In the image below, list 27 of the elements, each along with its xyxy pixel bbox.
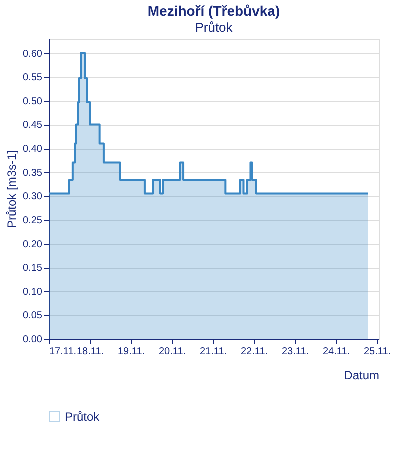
x-tick-label: 20.11. [158, 346, 186, 358]
chart-title: Mezihoří (Třebůvka) [148, 3, 280, 19]
x-tick-label: 18.11. [76, 346, 104, 358]
y-tick-label: 0.10 [23, 286, 43, 298]
y-tick-label: 0.20 [23, 239, 43, 250]
x-tick-label: 19.11. [118, 346, 146, 358]
x-tick-label: 17.11. [50, 346, 77, 358]
y-tick-label: 0.55 [23, 72, 43, 84]
y-tick-label: 0.60 [23, 48, 43, 60]
y-tick-label: 0.30 [23, 192, 43, 203]
x-tick-label: 21.11. [200, 346, 228, 358]
y-tick-label: 0.05 [23, 310, 43, 322]
y-tick-label: 0.40 [23, 144, 43, 156]
y-tick-label: 0.25 [23, 215, 43, 226]
y-tick-label: 0.35 [23, 168, 43, 179]
x-tick-label: 24.11. [322, 346, 350, 358]
chart-subtitle: Průtok [195, 20, 234, 35]
y-tick-label: 0.50 [23, 96, 43, 108]
legend-label: Průtok [65, 410, 101, 424]
x-axis-title: Datum [344, 368, 380, 382]
x-tick-label: 25.11. [364, 346, 392, 358]
y-tick-label: 0.00 [23, 334, 43, 346]
y-tick-label: 0.45 [23, 120, 43, 132]
y-tick-label: 0.15 [23, 263, 43, 274]
x-tick-label: 23.11. [282, 346, 310, 358]
x-tick-label: 22.11. [240, 346, 268, 358]
y-axis-title: Průtok [m3s-1] [5, 150, 20, 229]
